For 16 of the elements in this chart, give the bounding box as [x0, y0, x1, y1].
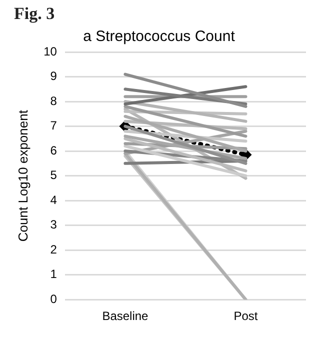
y-tick-label: 8: [50, 94, 58, 108]
y-tick-label: 5: [50, 168, 58, 182]
x-tick-label: Post: [234, 309, 258, 324]
y-tick-label: 1: [50, 267, 58, 282]
y-tick-label: 4: [50, 192, 58, 207]
caption: Fig. 3: [14, 4, 55, 23]
y-tick-label: 0: [50, 292, 58, 306]
chart-title: a Streptococcus Count: [83, 28, 236, 46]
y-tick-label: 9: [50, 69, 58, 84]
y-tick-label: 7: [50, 118, 58, 133]
y-tick-label: 6: [50, 143, 58, 158]
y-tick-label: 2: [50, 242, 58, 256]
y-axis-title: Count Log10 exponent: [15, 110, 30, 242]
y-tick-label: 10: [44, 44, 58, 58]
x-tick-label: Baseline: [102, 309, 149, 324]
y-tick-label: 3: [50, 218, 58, 232]
